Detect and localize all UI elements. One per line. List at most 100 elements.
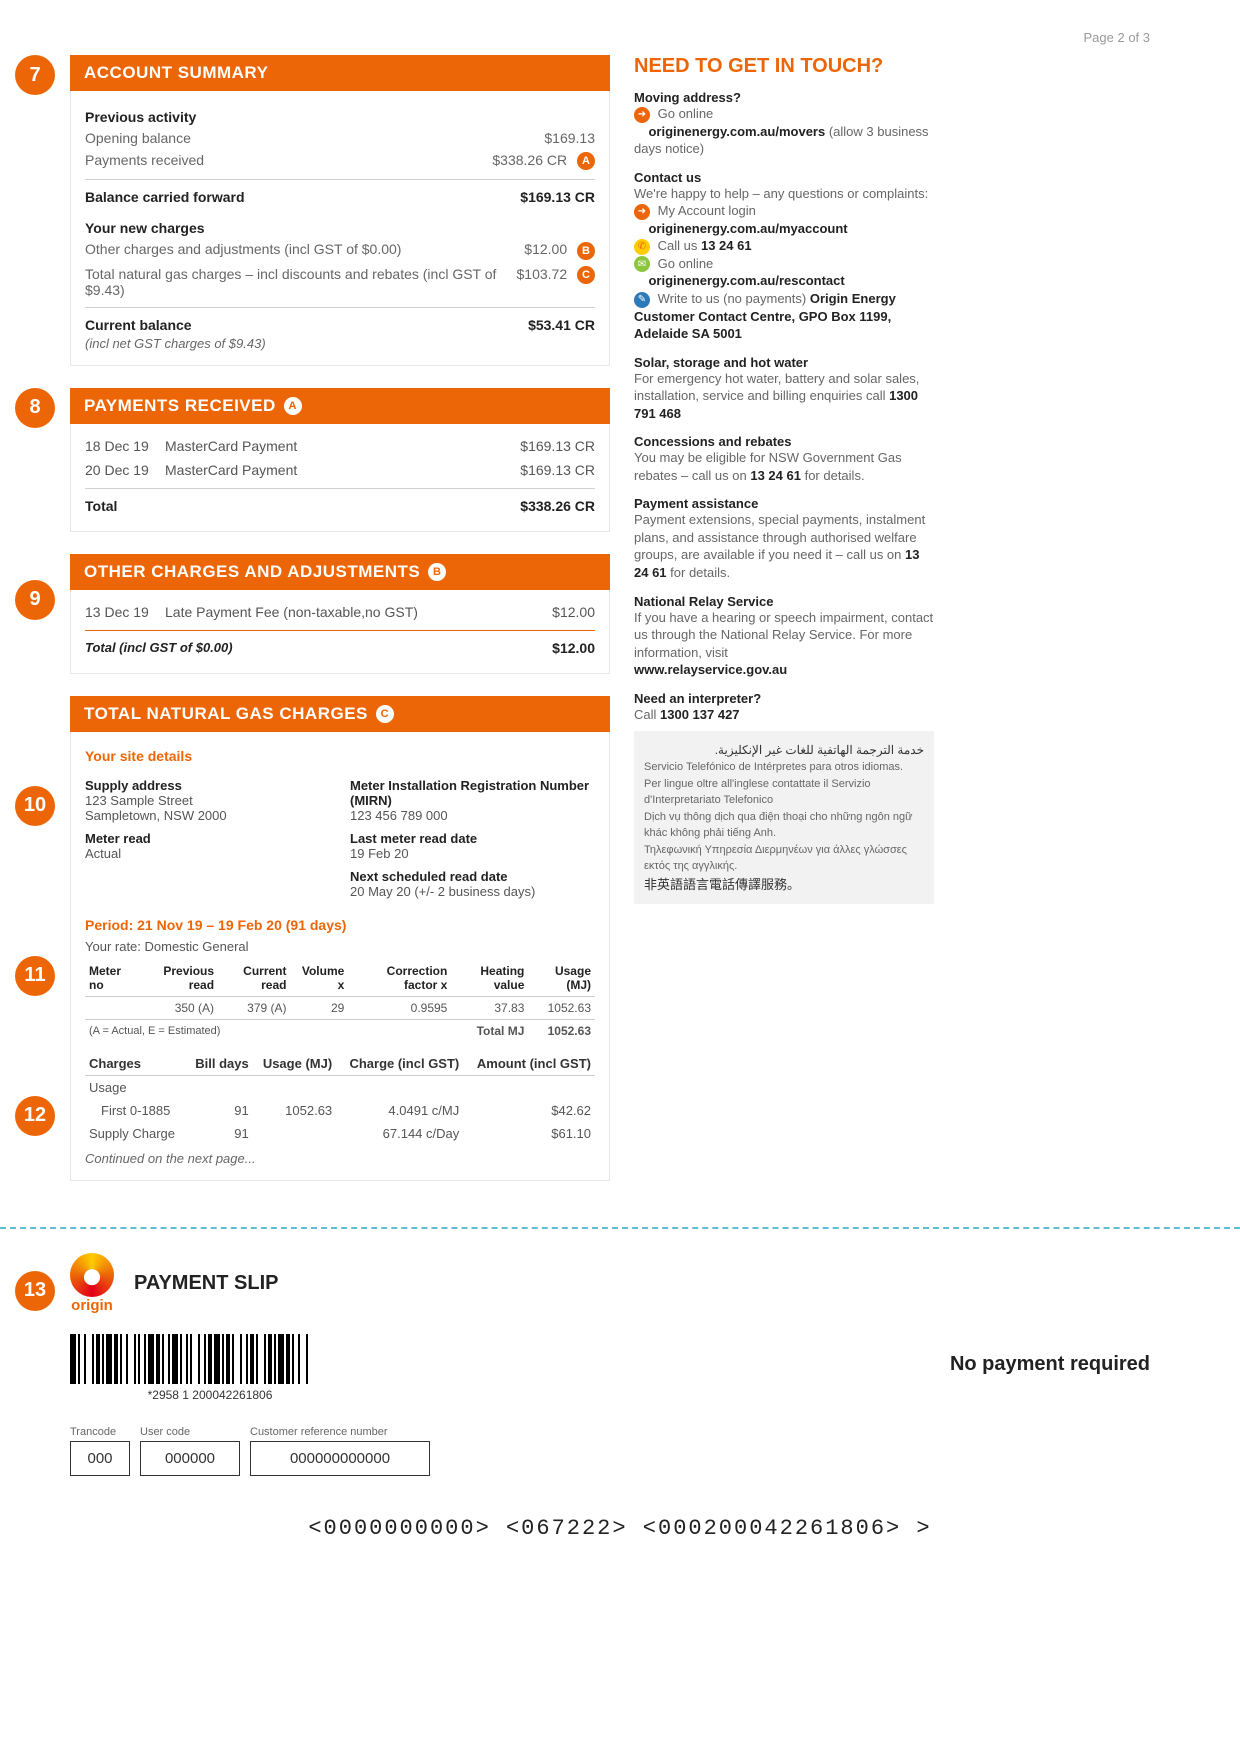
badge-7: 7 <box>15 55 55 95</box>
charge-desc: Late Payment Fee (non-taxable,no GST) <box>165 604 552 620</box>
rate-label: Your rate: Domestic General <box>85 939 595 954</box>
mt-r6: 1052.63 <box>528 996 595 1019</box>
last-read-label: Last meter read date <box>350 831 595 846</box>
crn-value: 000000000000 <box>250 1441 430 1476</box>
concessions-body2: for details. <box>801 468 865 483</box>
assist-label: Payment assistance <box>634 496 934 511</box>
payment-amount: $169.13 CR <box>520 438 595 454</box>
supply-address-label: Supply address <box>85 778 330 793</box>
page-number: Page 2 of 3 <box>0 0 1240 55</box>
period-label: Period: 21 Nov 19 – 19 Feb 20 (91 days) <box>85 917 595 933</box>
cr0-1: 91 <box>186 1099 252 1122</box>
mt-r4: 0.9595 <box>348 996 451 1019</box>
assist-body2: for details. <box>667 565 731 580</box>
relay-body: If you have a hearing or speech impairme… <box>634 609 934 662</box>
mt-r2: 379 (A) <box>218 996 290 1019</box>
cr1-3: 67.144 c/Day <box>336 1122 463 1145</box>
usercode-label: User code <box>140 1426 240 1438</box>
payments-total-value: $338.26 CR <box>520 498 595 514</box>
ct-h3: Charge (incl GST) <box>336 1052 463 1076</box>
marker-c-header-icon: C <box>376 705 394 723</box>
payment-date: 20 Dec 19 <box>85 462 165 478</box>
cr0-4: $42.62 <box>463 1099 595 1122</box>
next-read-value: 20 May 20 (+/- 2 business days) <box>350 884 595 899</box>
arrow-icon: ➜ <box>634 107 650 123</box>
cut-line <box>0 1227 1240 1229</box>
continued-note: Continued on the next page... <box>85 1151 595 1166</box>
usercode-value: 000000 <box>140 1441 240 1476</box>
mt-h5: Heating value <box>451 960 528 997</box>
balance-forward-value: $169.13 CR <box>520 189 595 205</box>
mirn-value: 123 456 789 000 <box>350 808 595 823</box>
ct-h1: Bill days <box>186 1052 252 1076</box>
moving-label: Moving address? <box>634 90 934 105</box>
write-label: Write to us (no payments) <box>658 291 810 306</box>
myaccount-label: My Account login <box>658 203 756 218</box>
payments-received-value-wrap: $338.26 CR A <box>492 152 595 170</box>
other-charges-total-label: Total (incl GST of $0.00) <box>85 640 233 656</box>
relay-label: National Relay Service <box>634 594 934 609</box>
barcode-icon <box>70 1334 350 1384</box>
other-charges-header: OTHER CHARGES AND ADJUSTMENTS B <box>70 554 610 590</box>
ct-h0: Charges <box>85 1052 186 1076</box>
interp-call: Call <box>634 707 660 722</box>
charge-amount: $12.00 <box>552 604 595 620</box>
mt-r5: 37.83 <box>451 996 528 1019</box>
balance-forward-label: Balance carried forward <box>85 189 245 205</box>
logo-swirl-icon <box>70 1253 114 1297</box>
interp-number: 1300 137 427 <box>660 707 740 722</box>
call-number: 13 24 61 <box>701 238 752 253</box>
badge-13: 13 <box>15 1271 55 1311</box>
badge-10: 10 <box>15 786 55 826</box>
usage-section-label: Usage <box>85 1075 595 1099</box>
gas-charges-value-wrap: $103.72 C <box>517 266 596 298</box>
mt-h6: Usage (MJ) <box>528 960 595 997</box>
current-balance-label: Current balance <box>85 317 192 333</box>
payment-date: 18 Dec 19 <box>85 438 165 454</box>
go-online-url: originenergy.com.au/rescontact <box>648 273 844 288</box>
payments-received-header: PAYMENTS RECEIVED A <box>70 388 610 424</box>
marker-a-header-icon: A <box>284 397 302 415</box>
no-payment-required: No payment required <box>950 1353 1150 1376</box>
gas-charges-label: Total natural gas charges – incl discoun… <box>85 266 517 298</box>
meter-read-label: Meter read <box>85 831 330 846</box>
gas-charges-header: TOTAL NATURAL GAS CHARGES C <box>70 696 610 732</box>
contact-label: Contact us <box>634 170 934 185</box>
other-charges-value: $12.00 <box>524 241 567 257</box>
interp-label: Need an interpreter? <box>634 691 934 706</box>
opening-balance-value: $169.13 <box>544 130 595 146</box>
payment-desc: MasterCard Payment <box>165 462 520 478</box>
other-charges-body: 13 Dec 19 Late Payment Fee (non-taxable,… <box>70 590 610 674</box>
payments-received-label: Payments received <box>85 152 204 170</box>
cr1-4: $61.10 <box>463 1122 595 1145</box>
ct-h2: Usage (MJ) <box>253 1052 336 1076</box>
marker-b-header-icon: B <box>428 563 446 581</box>
relay-url: www.relayservice.gov.au <box>634 662 787 677</box>
logo-text: origin <box>71 1297 113 1314</box>
badge-8: 8 <box>15 388 55 428</box>
account-summary-header: ACCOUNT SUMMARY <box>70 55 610 91</box>
concessions-number: 13 24 61 <box>750 468 801 483</box>
current-balance-note: (incl net GST charges of $9.43) <box>85 336 595 351</box>
concessions-label: Concessions and rebates <box>634 434 934 449</box>
supply-address-2: Sampletown, NSW 2000 <box>85 808 330 823</box>
payment-desc: MasterCard Payment <box>165 438 520 454</box>
interp-vi: Dịch vụ thông dịch qua điện thoại cho nh… <box>644 809 924 842</box>
cr0-3: 4.0491 c/MJ <box>336 1099 463 1122</box>
crn-label: Customer reference number <box>250 1426 430 1438</box>
pen-icon: ✎ <box>634 292 650 308</box>
supply-address-1: 123 Sample Street <box>85 793 330 808</box>
site-details-label: Your site details <box>85 748 595 764</box>
other-charges-title: OTHER CHARGES AND ADJUSTMENTS <box>84 562 420 582</box>
ct-h4: Amount (incl GST) <box>463 1052 595 1076</box>
barcode-text: *2958 1 200042261806 <box>70 1388 350 1402</box>
badge-11: 11 <box>15 956 55 996</box>
cr1-2 <box>253 1122 336 1145</box>
origin-logo: origin <box>70 1253 114 1314</box>
payment-slip-title: PAYMENT SLIP <box>134 1272 278 1295</box>
trancode-label: Trancode <box>70 1426 130 1438</box>
next-read-label: Next scheduled read date <box>350 869 595 884</box>
contact-intro: We're happy to help – any questions or c… <box>634 185 934 203</box>
current-balance-value: $53.41 CR <box>528 317 595 333</box>
mt-r3: 29 <box>291 996 349 1019</box>
